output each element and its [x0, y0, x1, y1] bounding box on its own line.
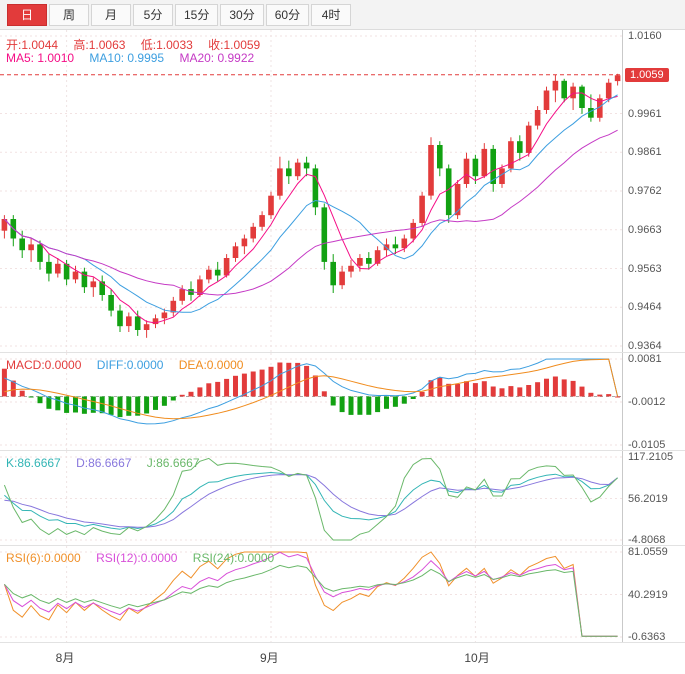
- price-panel: 1.0160 0.9961 0.9861 0.9762 0.9663 0.9563 0.94…: [0, 30, 685, 352]
- k-value: K:86.6667: [6, 456, 61, 470]
- tab-4hour[interactable]: 4时: [311, 3, 352, 26]
- y-axis-label: 0.9961: [628, 107, 662, 120]
- ma20-readout: MA20: 0.9922: [179, 51, 255, 65]
- price-candlestick-plot[interactable]: [0, 30, 622, 352]
- j-value: J:86.6667: [146, 456, 200, 470]
- ma10-readout: MA10: 0.9995: [89, 51, 165, 65]
- timeframe-tabbar: 日周月 5分 15分 30分 60分 4时: [0, 0, 685, 30]
- dea-value: DEA:0.0000: [178, 358, 244, 372]
- y-axis-label: 81.0559: [628, 546, 668, 558]
- tab-daily[interactable]: 日: [7, 3, 47, 26]
- rsi12-value: RSI(12):0.0000: [96, 551, 178, 565]
- y-axis-label: 56.2019: [628, 492, 668, 505]
- tab-monthly[interactable]: 月: [91, 3, 131, 26]
- macd-readout: MACD:0.0000 DIFF:0.0000 DEA:0.0000: [6, 358, 255, 372]
- x-axis-label: 8月: [55, 651, 75, 665]
- y-axis-label: 117.2105: [628, 451, 674, 463]
- ma-readout: MA5: 1.0010 MA10: 0.9995 MA20: 0.9922: [6, 51, 266, 65]
- rsi-panel: 81.0559 40.2919 -0.6363 RSI(6):0.0000 RSI(…: [0, 545, 685, 642]
- y-axis-label: 0.9364: [628, 340, 662, 352]
- y-axis-label: 1.0160: [628, 30, 662, 42]
- tab-15min[interactable]: 15分: [175, 3, 219, 26]
- y-axis-label: -0.0105: [628, 439, 666, 450]
- high-readout: 高:1.0063: [73, 38, 126, 52]
- y-axis-label: 0.9464: [628, 301, 662, 314]
- x-axis-label: 9月: [260, 651, 279, 665]
- price-y-axis: 1.0160 0.9961 0.9861 0.9762 0.9663 0.9563 0.94…: [622, 30, 685, 352]
- tab-60min[interactable]: 60分: [265, 3, 310, 26]
- macd-panel: 0.0081 -0.0012 -0.0105 MACD:0.0000 DIFF:0.…: [0, 352, 685, 450]
- tab-5min[interactable]: 5分: [133, 3, 173, 26]
- y-axis-label: 0.9663: [628, 223, 662, 236]
- low-readout: 低:1.0033: [140, 38, 193, 52]
- tab-weekly[interactable]: 周: [49, 3, 89, 26]
- macd-value: MACD:0.0000: [6, 358, 82, 372]
- d-value: D:86.6667: [76, 456, 132, 470]
- y-axis-label: 0.0081: [628, 353, 662, 365]
- kdj-readout: K:86.6667 D:86.6667 J:86.6667: [6, 456, 212, 470]
- y-axis-label: 0.9762: [628, 185, 662, 197]
- macd-y-axis: 0.0081 -0.0012 -0.0105: [622, 353, 685, 450]
- y-axis-label: 0.9861: [628, 146, 662, 159]
- rsi-plot[interactable]: [0, 546, 622, 642]
- x-axis-label: 10月: [464, 651, 490, 665]
- ma5-readout: MA5: 1.0010: [6, 51, 75, 65]
- diff-value: DIFF:0.0000: [96, 358, 164, 372]
- rsi6-value: RSI(6):0.0000: [6, 551, 81, 565]
- open-readout: 开:1.0044: [6, 38, 59, 52]
- kdj-plot[interactable]: [0, 451, 622, 545]
- macd-plot[interactable]: [0, 353, 622, 450]
- kdj-panel: 117.2105 56.2019 -4.8068 K:86.6667 D:86.66…: [0, 450, 685, 545]
- tab-30min[interactable]: 30分: [220, 3, 264, 26]
- y-axis-label: 0.9563: [628, 262, 662, 275]
- y-axis-label: -4.8068: [628, 534, 666, 545]
- x-axis: 8月 9月 10月: [0, 642, 685, 674]
- y-axis-label: -0.0012: [628, 396, 666, 408]
- y-axis-label: 40.2919: [628, 588, 668, 601]
- rsi24-value: RSI(24):0.0000: [192, 551, 275, 565]
- kdj-y-axis: 117.2105 56.2019 -4.8068: [622, 451, 685, 545]
- rsi-readout: RSI(6):0.0000 RSI(12):0.0000 RSI(24):0.0…: [6, 551, 286, 565]
- current-price-tag: 1.0059: [625, 67, 669, 82]
- rsi-y-axis: 81.0559 40.2919 -0.6363: [622, 546, 685, 642]
- ohlc-readout: 开:1.0044 高:1.0063 低:1.0033 收:1.0059: [6, 36, 272, 53]
- close-readout: 收:1.0059: [208, 38, 261, 52]
- y-axis-label: -0.6363: [628, 631, 666, 642]
